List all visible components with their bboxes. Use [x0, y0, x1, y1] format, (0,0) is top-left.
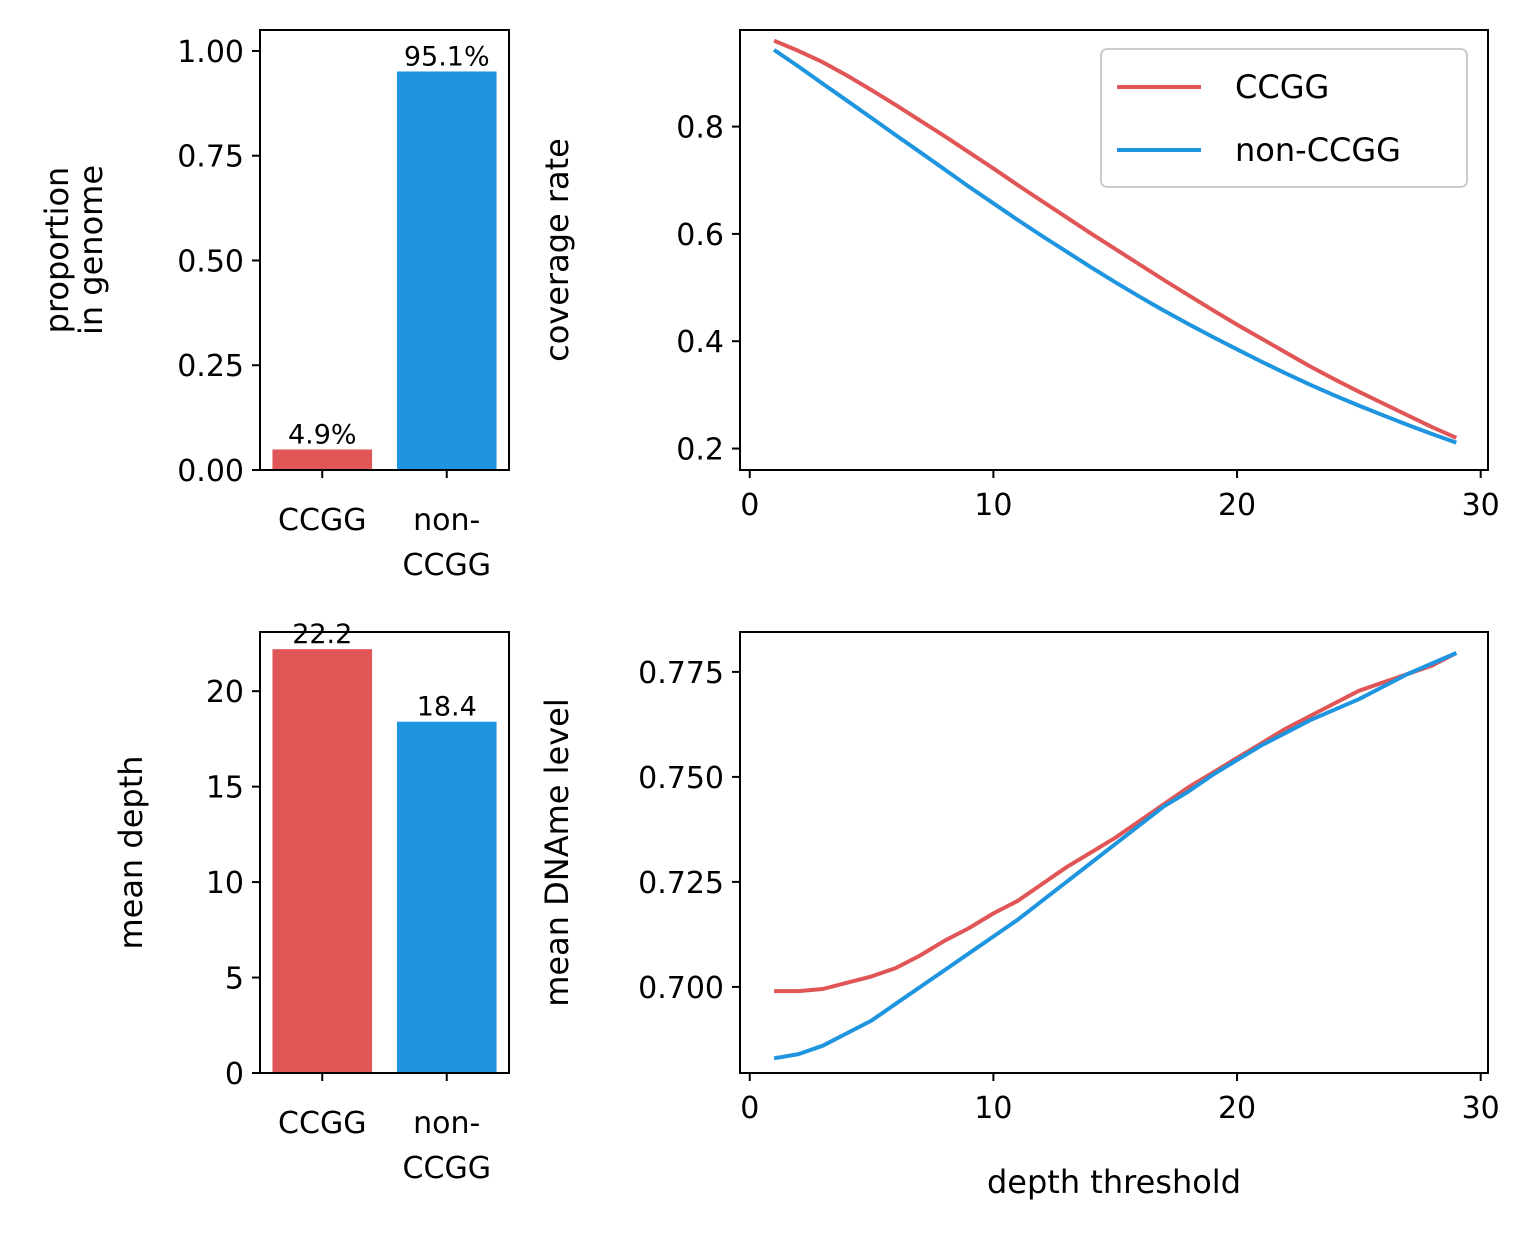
- coverage-frame: [739, 29, 1489, 471]
- proportion-bar-1: [396, 71, 497, 470]
- proportion-bar-0: [272, 449, 373, 470]
- coverage-ytick-label: 0.4: [676, 325, 724, 360]
- dname-ytick-label: 0.725: [638, 866, 724, 901]
- dname-xlabel: depth threshold: [987, 1163, 1241, 1201]
- proportion-ytick-label: 0.25: [177, 349, 244, 384]
- proportion-chart: 4.9% 95.1% 0.00 0.25 0.50 0.75 1.00 CCGG non-CCG…: [38, 29, 510, 583]
- depth-chart: 22.2 18.4 0 5 10 15 20 CCGG non-CCGG mean depth: [112, 619, 510, 1186]
- depth-bar-1: [396, 721, 497, 1073]
- depth-bar-label-0: 22.2: [292, 619, 352, 650]
- depth-xtick-label-1: non-CCGG: [403, 1106, 491, 1186]
- coverage-series-0-line: [773, 38, 1458, 440]
- dname-xtick-label: 30: [1462, 1091, 1500, 1126]
- coverage-ytick-label: 0.6: [676, 218, 724, 253]
- proportion-ylabel: proportionin genome: [38, 165, 110, 335]
- coverage-ytick-label: 0.8: [676, 111, 724, 146]
- depth-bar-0: [272, 649, 373, 1073]
- proportion-ytick-label: 0.75: [177, 140, 244, 175]
- coverage-legend: CCGG non-CCGG: [1100, 48, 1468, 188]
- coverage-xtick-label: 10: [974, 488, 1012, 523]
- dname-ylabel: mean DNAme level: [538, 698, 576, 1007]
- dname-xtick-label: 20: [1218, 1091, 1256, 1126]
- coverage-xtick-label: 20: [1218, 488, 1256, 523]
- dname-ytick-label: 0.700: [638, 971, 724, 1006]
- dname-ytick-label: 0.775: [638, 656, 724, 691]
- depth-frame: [259, 631, 510, 1074]
- depth-ytick-label: 5: [225, 962, 244, 997]
- depth-ytick-label: 15: [206, 771, 244, 806]
- dname-frame: [739, 631, 1489, 1074]
- dname-series-0-line: [774, 651, 1458, 994]
- proportion-ytick-label: 0.00: [177, 454, 244, 489]
- depth-ytick-label: 0: [225, 1057, 244, 1092]
- dname-xtick-label: 10: [974, 1091, 1012, 1126]
- depth-bar-label-1: 18.4: [417, 692, 477, 723]
- legend-label-0: CCGG: [1235, 68, 1329, 106]
- coverage-xtick-label: 30: [1462, 488, 1500, 523]
- coverage-ytick-label: 0.2: [676, 433, 724, 468]
- proportion-ytick-label: 1.00: [177, 35, 244, 70]
- proportion-xtick-label-0: CCGG: [278, 503, 366, 538]
- dname-ytick-label: 0.750: [638, 761, 724, 796]
- depth-ylabel: mean depth: [112, 755, 150, 949]
- depth-ytick-label: 20: [206, 675, 244, 710]
- coverage-ylabel: coverage rate: [538, 138, 576, 362]
- proportion-xtick-label-1: non-CCGG: [403, 503, 491, 583]
- legend-label-1: non-CCGG: [1235, 131, 1401, 169]
- proportion-bar-label-1: 95.1%: [404, 41, 490, 72]
- depth-xtick-label-0: CCGG: [278, 1106, 366, 1141]
- coverage-chart: 0.2 0.4 0.6 0.8 0 10 20 30 coverage rate CCGG non-…: [538, 29, 1500, 523]
- coverage-xtick-label: 0: [740, 488, 759, 523]
- depth-ytick-label: 10: [206, 866, 244, 901]
- proportion-frame: [259, 29, 510, 471]
- dname-xtick-label: 0: [740, 1091, 759, 1126]
- proportion-bar-label-0: 4.9%: [288, 419, 357, 450]
- dname-series-1-line: [773, 651, 1458, 1061]
- dname-chart: 0.700 0.725 0.750 0.775 0 10 20 30 mean DNAme le…: [538, 631, 1500, 1201]
- proportion-ytick-label: 0.50: [177, 244, 244, 279]
- coverage-series-1-line: [772, 48, 1457, 445]
- legend-box: [1100, 48, 1468, 188]
